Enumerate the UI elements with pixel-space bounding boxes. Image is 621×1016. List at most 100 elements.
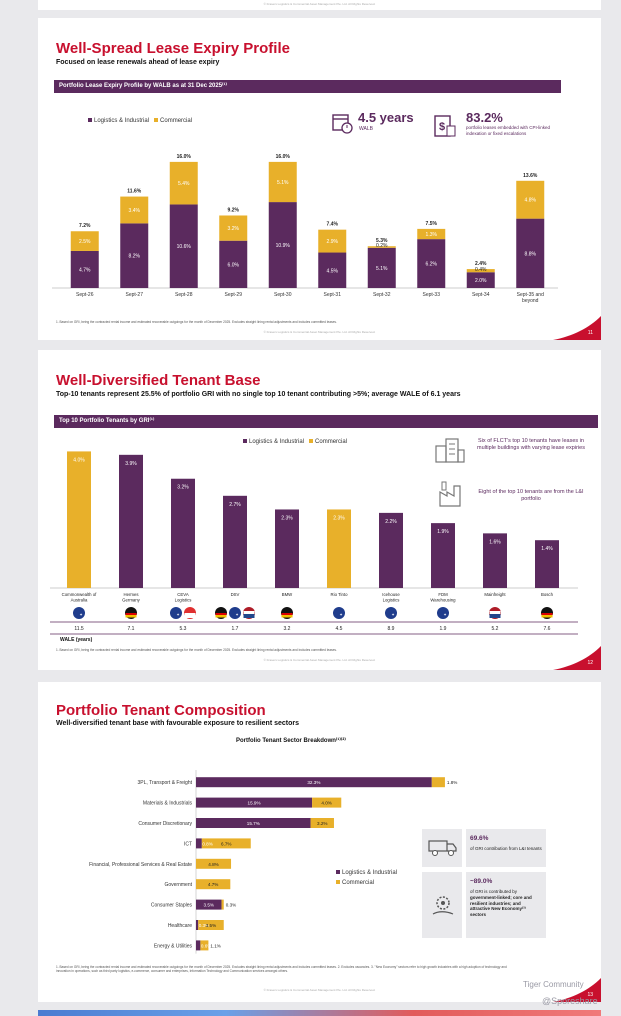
data-label-commercial: 5.4%: [178, 181, 190, 187]
data-label-commercial: 2.9%: [327, 239, 339, 245]
wale-value: 3.2: [284, 626, 291, 632]
flag-au-icon: [229, 607, 241, 619]
data-label-commercial: 3.5%: [206, 923, 216, 928]
slide-tenant-composition: Portfolio Tenant Composition Well-divers…: [38, 682, 601, 1002]
data-label-logistics: 5.1%: [376, 266, 388, 272]
flag-de-stripe: [541, 615, 553, 618]
data-label-logistics: 2.0%: [475, 278, 487, 284]
walb-value: 4.5 years: [358, 110, 414, 125]
bar-commercial: [268, 161, 297, 203]
wale-value: 11.5: [74, 626, 84, 632]
data-label-commercial: 4.7%: [208, 882, 218, 887]
bar-commercial: [221, 899, 224, 910]
data-label-tenant: 2.3%: [333, 515, 345, 521]
x-tick-label: Sept-31: [323, 292, 341, 298]
data-label-logistics: 10.9%: [276, 243, 291, 249]
y-tick-label: Healthcare: [168, 923, 192, 929]
bar-logistics: [219, 240, 248, 288]
data-label-tenant: 1.6%: [489, 539, 501, 545]
box2-label-b: government-linked; core and resilient in…: [470, 895, 532, 917]
flag-au-icon: [437, 607, 449, 619]
flag-nl-stripe: [489, 614, 501, 618]
slide1-legend: Logistics & Industrial Commercial: [88, 118, 192, 124]
flag-au-icon: [333, 607, 345, 619]
data-label-total: 16.0%: [177, 154, 192, 160]
calendar-clock-icon: [332, 114, 353, 134]
bar-tenant: [275, 509, 299, 588]
x-tick-label: Hermes: [123, 592, 138, 597]
flag-nl-stripe: [243, 614, 255, 618]
slide1-header-bar: Portfolio Lease Expiry Profile by WALB a…: [54, 80, 561, 93]
watermark-handle: @Sporeshare: [542, 996, 598, 1006]
flag-sg-stripe: [184, 613, 196, 618]
slide3-subtitle: Well-diversified tenant base with favour…: [56, 720, 299, 727]
legend-li-label: Logistics & Industrial: [249, 439, 305, 445]
slide1-footer: © Frasers Logistics & Commercial Asset M…: [263, 330, 376, 334]
bar-logistics: [70, 250, 99, 288]
wale-value: 7.1: [128, 626, 135, 632]
bar-commercial: [318, 229, 347, 253]
resilient-sectors-box: ~89.0% of GRI is contributed by governme…: [422, 872, 546, 938]
data-label-logistics: 8.2%: [129, 254, 141, 260]
data-label-commercial: 6.7%: [221, 841, 231, 846]
bar-logistics: [516, 218, 545, 288]
flag-de-stripe: [125, 613, 137, 615]
bar-logistics: [196, 818, 311, 828]
legend-co-swatch: [336, 880, 340, 885]
callout-li-portfolio: Eight of the top 10 tenants are from the…: [478, 489, 584, 502]
data-label-tenant: 3.2%: [177, 485, 189, 491]
flag-au-icon: [170, 607, 182, 619]
y-tick-label: Energy & Utilities: [154, 943, 193, 949]
gear-hand-icon: [432, 896, 454, 915]
walb-label: WALB: [359, 126, 373, 132]
next-slide-edge: [38, 1010, 601, 1016]
slide1-footnote: 1. Based on GRI, being the contracted re…: [56, 320, 337, 324]
x-tick-label: Sept-35 and: [517, 292, 544, 298]
x-tick-label: Sept-30: [274, 292, 292, 298]
y-tick-label: 3PL, Transport & Freight: [138, 780, 193, 786]
data-label-logistics: 10.6%: [177, 244, 192, 250]
legend-li-swatch: [336, 870, 340, 875]
wale-value: 5.2: [492, 626, 499, 632]
sector-breakdown-chart: 3PL, Transport & Freight 32.3% 1.8% Materia…: [89, 770, 457, 954]
data-label-commercial: 3.2%: [317, 821, 327, 826]
bar-logistics: [367, 247, 396, 288]
data-label-logistics: 6.2%: [426, 262, 438, 268]
brand-swoosh: [553, 978, 601, 1002]
x-tick-label: Logistics: [383, 598, 400, 603]
flag-au-star: ✦: [79, 612, 83, 617]
bar-tenant: [67, 451, 91, 588]
data-label-commercial: 3.2%: [228, 226, 240, 232]
bar-commercial: [196, 879, 231, 890]
slide1-page-number: 11: [587, 330, 593, 336]
legend-co-swatch: [154, 118, 159, 123]
buildings-icon: [435, 438, 465, 463]
data-label-total: 16.0%: [276, 154, 291, 160]
flag-au-star: ✦: [443, 612, 447, 617]
flag-de-stripe: [125, 615, 137, 618]
slide3-page-number: 13: [587, 992, 593, 998]
slide3-footnote: 1. Based on GRI, being the contracted re…: [56, 965, 507, 973]
x-tick-label: Sept-28: [175, 292, 193, 298]
x-tick-label: beyond: [522, 298, 539, 304]
slide2-footnote: 1. Based on GRI, being the contracted re…: [56, 648, 337, 652]
bar-logistics: [196, 797, 313, 808]
flag-au-icon: [385, 607, 397, 619]
box1-value: 69.6%: [470, 835, 489, 842]
slide2-footer: © Frasers Logistics & Commercial Asset M…: [263, 658, 376, 662]
data-label-logistics: 4.5%: [327, 268, 339, 274]
slide2-title: Well-Diversified Tenant Base: [56, 372, 261, 389]
x-tick-label: BMW: [282, 592, 293, 597]
bar-commercial: [312, 797, 342, 808]
flag-de-stripe: [541, 613, 553, 615]
x-tick-label: Rio Tinto: [331, 592, 349, 597]
bar-commercial: [201, 838, 251, 849]
bar-tenant: [119, 454, 143, 588]
chart3-title: Portfolio Tenant Sector Breakdown⁽¹⁾⁽²⁾: [236, 738, 346, 744]
data-label-total: 7.2%: [79, 223, 91, 229]
bar-commercial: [466, 269, 495, 273]
data-label-total: 7.4%: [327, 222, 339, 228]
bar-logistics: [417, 239, 446, 288]
flag-nl-stripe: [243, 611, 255, 614]
box2-value: ~89.0%: [470, 878, 493, 885]
